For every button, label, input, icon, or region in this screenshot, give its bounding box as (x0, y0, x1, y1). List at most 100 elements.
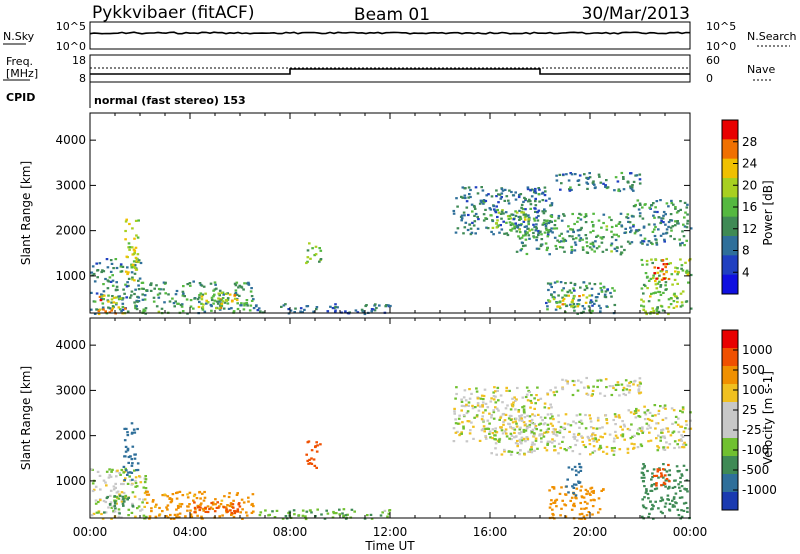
velocity-cell-r12 (676, 443, 679, 446)
power-cell-r7 (502, 220, 505, 223)
velocity-cell-r8 (530, 430, 534, 434)
velocity-cell-r7 (509, 418, 513, 421)
power-cell-r12 (617, 188, 621, 191)
velocity-colorbar-label: -25 (742, 423, 762, 437)
velocity-cell-r12 (636, 446, 640, 449)
velocity-cell-r5 (350, 508, 354, 511)
power-cell-r13 (660, 217, 663, 220)
power-cell-r7 (473, 207, 477, 210)
velocity-cell-r7 (454, 431, 458, 434)
power-cell-r7 (546, 233, 550, 236)
power-cell-r9 (573, 249, 577, 252)
velocity-cell-r0 (108, 474, 112, 477)
velocity-cell-r3 (158, 514, 161, 517)
power-cell-r9 (588, 246, 592, 249)
power-cell-r13 (628, 221, 632, 224)
velocity-cell-r13 (678, 496, 682, 499)
power-cell-r2 (131, 263, 135, 266)
power-cell-r2 (133, 249, 137, 252)
velocity-cell-r13 (659, 499, 662, 503)
velocity-cell-r7 (488, 412, 491, 415)
velocity-cell-r5 (316, 508, 319, 511)
power-cell-r3 (203, 310, 207, 313)
power-cell-r12 (629, 172, 632, 175)
x-tick-label: 08:00 (273, 525, 308, 539)
power-cell-r10 (561, 296, 564, 299)
velocity-cell-r0 (110, 506, 114, 509)
velocity-cell-r12 (657, 412, 660, 415)
power-cell-r12 (620, 171, 624, 175)
velocity-cell-r10 (566, 478, 569, 481)
velocity-cell-r0 (134, 481, 138, 485)
velocity-cell-r8 (540, 433, 544, 436)
power-cell-r0 (92, 272, 96, 276)
power-cell-r3 (185, 298, 189, 301)
velocity-cell-r5 (305, 510, 309, 513)
power-cell-r2 (132, 260, 136, 263)
power-cell-r0 (118, 308, 122, 311)
power-cell-r1 (97, 312, 101, 316)
date-title: 30/Mar/2013 (582, 4, 690, 24)
power-cell-r7 (489, 208, 493, 211)
velocity-cell-r7 (515, 398, 518, 401)
power-cell-r2 (133, 251, 136, 254)
power-cell-r3 (218, 308, 222, 311)
velocity-cell-r8 (554, 428, 557, 431)
power-cell-r13 (676, 220, 679, 223)
velocity-cell-r13 (679, 489, 682, 492)
velocity-cell-r1 (130, 511, 134, 514)
power-cell-r11 (573, 295, 576, 298)
velocity-cell-r0 (100, 512, 103, 516)
power-cell-r0 (100, 297, 103, 300)
velocity-cell-r12 (662, 446, 665, 449)
power-cell-r7 (495, 195, 498, 198)
power-cell-r15 (655, 277, 658, 280)
power-cell-r13 (653, 216, 656, 219)
power-cell-r14 (664, 284, 667, 287)
velocity-cell-r7 (454, 422, 458, 425)
power-cell-r8 (506, 215, 510, 218)
velocity-cell-r8 (503, 419, 507, 422)
power-cell-r7 (523, 225, 527, 228)
velocity-cell-r12 (666, 446, 670, 449)
velocity-cell-r4 (232, 506, 235, 509)
velocity-cell-r2 (127, 471, 130, 474)
power-cell-r5 (370, 308, 374, 311)
power-cell-r12 (593, 186, 597, 190)
power-cell-r7 (485, 217, 489, 220)
velocity-cell-r3 (245, 514, 249, 517)
power-cell-r0 (104, 277, 107, 281)
power-cell-r7 (456, 205, 459, 208)
power-cell-r3 (234, 289, 238, 292)
power-cell-r10 (570, 291, 573, 294)
velocity-cell-r11 (633, 379, 637, 382)
power-cell-r0 (131, 276, 134, 279)
power-cell-r9 (583, 215, 587, 219)
power-cell-r12 (569, 172, 572, 175)
velocity-cell-r9 (602, 488, 605, 491)
power-cell-r3 (159, 288, 162, 291)
power-cell-r0 (102, 298, 105, 301)
velocity-cell-r3 (155, 503, 158, 506)
velocity-cell-r13 (643, 464, 646, 468)
power-cell-r14 (658, 274, 661, 277)
velocity-cell-r12 (651, 414, 654, 417)
velocity-cell-r8 (601, 436, 604, 439)
velocity-cell-r11 (618, 394, 621, 397)
velocity-cell-r3 (221, 514, 224, 517)
power-cell-r9 (539, 243, 543, 246)
power-cell-r6 (305, 261, 308, 265)
power-cell-r13 (642, 225, 646, 228)
power-cell-r14 (658, 280, 661, 283)
velocity-cell-r12 (641, 430, 645, 433)
power-cell-r0 (135, 305, 138, 308)
power-cell-r5 (365, 304, 368, 307)
velocity-cell-r11 (561, 387, 564, 390)
power-cell-r7 (488, 207, 492, 210)
velocity-cell-r11 (564, 379, 568, 382)
power-cell-r7 (500, 187, 504, 191)
velocity-cell-r0 (133, 495, 137, 498)
velocity-cell-r7 (481, 419, 485, 422)
power-cell-r0 (102, 270, 106, 273)
velocity-cell-r13 (655, 487, 659, 490)
